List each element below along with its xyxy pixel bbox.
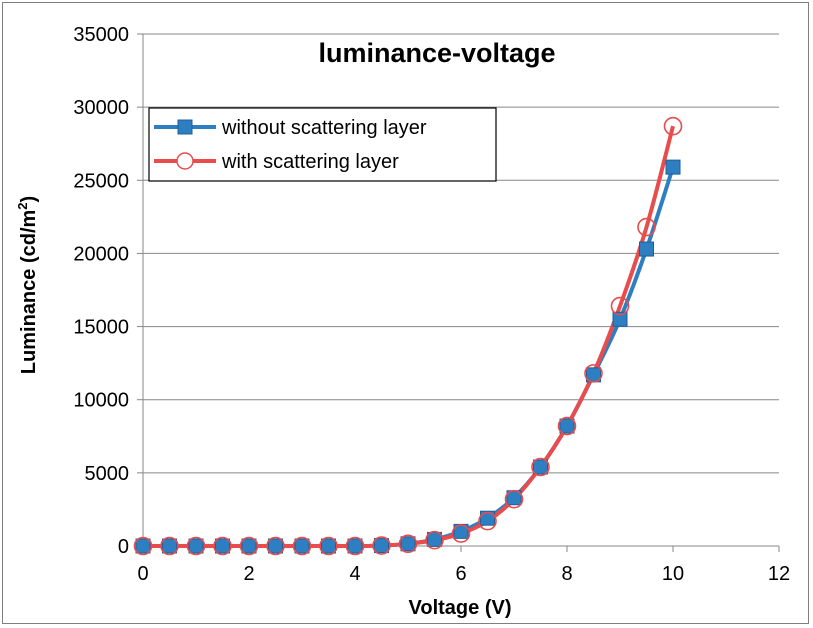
- y-axis-title-main: Luminance (cd/m: [18, 210, 40, 374]
- data-point-without-scattering: [400, 536, 416, 552]
- y-axis-title-close: ): [18, 196, 40, 203]
- data-point-without-scattering: [162, 538, 177, 554]
- legend: without scattering layer with scattering…: [148, 107, 497, 182]
- x-tick-label: 8: [561, 563, 572, 585]
- data-point-without-scattering: [268, 538, 283, 554]
- data-point-with-scattering: [292, 536, 312, 556]
- data-point-without-scattering: [665, 159, 681, 175]
- data-point-with-scattering: [584, 364, 603, 383]
- data-point-without-scattering: [612, 311, 628, 327]
- data-point-with-scattering: [133, 536, 153, 556]
- x-tick-label: 2: [243, 563, 254, 585]
- data-point-with-scattering: [239, 536, 259, 556]
- data-point-without-scattering: [427, 531, 442, 547]
- data-point-without-scattering: [559, 418, 575, 434]
- chart-title: luminance-voltage: [318, 38, 555, 68]
- data-point-with-scattering: [266, 536, 285, 556]
- y-tick-label: 5000: [85, 463, 130, 485]
- data-point-without-scattering: [347, 538, 363, 554]
- y-tick-label: 20000: [73, 243, 129, 265]
- data-point-with-scattering: [398, 534, 418, 554]
- x-tick-labels: 0 2 4 6 8 10 12: [137, 563, 790, 585]
- series-lines: [143, 125, 675, 549]
- data-point-without-scattering: [294, 538, 310, 554]
- data-point-with-scattering: [160, 536, 179, 556]
- data-point-with-scattering: [478, 511, 497, 531]
- y-tick-labels: 0 5000 10000 15000 20000 25000 30000 35000: [73, 24, 129, 558]
- data-point-with-scattering: [451, 524, 471, 543]
- data-point-without-scattering: [135, 538, 151, 554]
- data-point-without-scattering: [188, 538, 204, 554]
- data-point-with-scattering: [637, 217, 656, 237]
- data-point-with-scattering: [531, 457, 550, 477]
- x-tick-label: 6: [455, 563, 466, 585]
- legend-box: [148, 107, 497, 182]
- data-point-with-scattering: [557, 416, 577, 436]
- data-point-without-scattering: [480, 510, 495, 526]
- y-tick-label: 35000: [73, 24, 129, 46]
- data-point-with-scattering: [372, 536, 391, 555]
- data-point-without-scattering: [639, 241, 654, 257]
- legend-label-without-scattering: without scattering layer: [221, 117, 427, 139]
- legend-swatch-marker-circle: [176, 152, 194, 170]
- data-point-with-scattering: [663, 116, 683, 136]
- y-tick-label: 15000: [73, 317, 129, 339]
- x-tick-label: 10: [662, 563, 684, 585]
- x-tick-label: 4: [349, 563, 360, 585]
- data-point-without-scattering: [241, 538, 257, 554]
- y-axis-title: Luminance (cd/m2): [15, 196, 40, 374]
- data-point-without-scattering: [374, 538, 389, 554]
- series-line-with-scattering: [143, 125, 675, 549]
- x-tick-label: 12: [768, 563, 790, 585]
- data-point-without-scattering: [215, 538, 230, 554]
- x-tick-label: 0: [137, 563, 148, 585]
- data-point-with-scattering: [186, 536, 206, 556]
- x-axis-title: Voltage (V): [409, 597, 512, 619]
- y-tick-label: 0: [118, 536, 129, 558]
- data-point-with-scattering: [345, 536, 365, 556]
- data-point-with-scattering: [425, 530, 444, 550]
- grid-lines: [143, 33, 779, 474]
- data-point-with-scattering: [213, 536, 232, 556]
- data-point-without-scattering: [533, 459, 548, 475]
- legend-swatch-marker-square: [177, 119, 193, 135]
- series-markers: [133, 116, 683, 556]
- y-tick-label: 25000: [73, 170, 129, 192]
- data-point-with-scattering: [504, 489, 524, 509]
- y-axis-title-superscript: 2: [15, 202, 30, 209]
- legend-label-with-scattering: with scattering layer: [221, 151, 399, 173]
- series-line-without-scattering: [143, 166, 675, 549]
- data-point-with-scattering: [610, 296, 630, 316]
- y-tick-label: 10000: [73, 390, 129, 412]
- data-point-without-scattering: [321, 538, 336, 554]
- data-point-with-scattering: [319, 536, 338, 556]
- y-tick-label: 30000: [73, 97, 129, 119]
